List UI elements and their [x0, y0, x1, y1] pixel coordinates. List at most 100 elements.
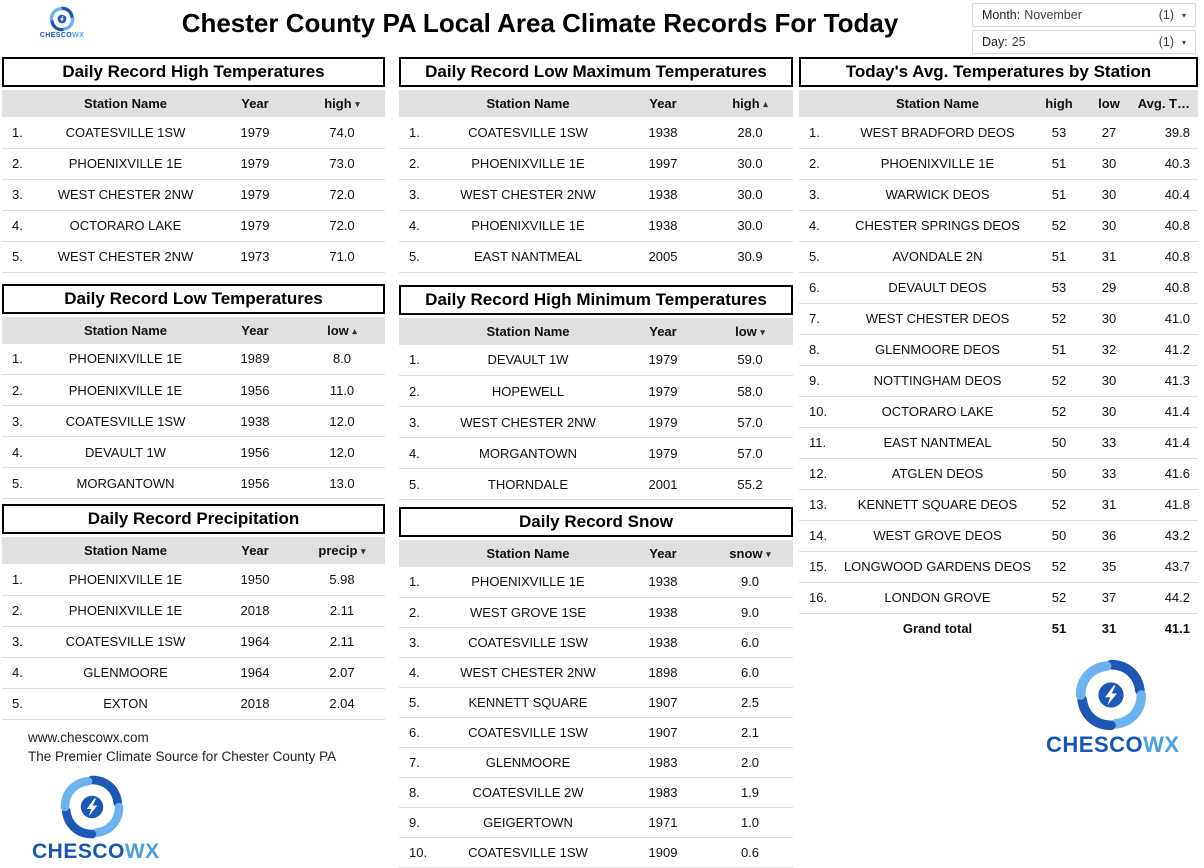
year: 1997 — [619, 148, 707, 180]
column-header-high[interactable]: high ▾ — [299, 90, 385, 117]
table-row: 2. HOPEWELL 1979 58.0 — [399, 375, 793, 407]
table-row: 5. EXTON 2018 2.04 — [2, 688, 385, 720]
column-header-low[interactable]: low ▾ — [707, 317, 793, 345]
month-filter-dropdown[interactable]: Month: November (1) ▾ — [972, 3, 1196, 27]
month-filter-count: (1) — [1158, 8, 1174, 22]
row-number: 3. — [2, 405, 40, 437]
table-title: Daily Record Precipitation — [2, 504, 385, 534]
station-name: COATESVILLE 2W — [437, 777, 619, 808]
day-filter-dropdown[interactable]: Day: 25 (1) ▾ — [972, 30, 1196, 54]
station-name: HOPEWELL — [437, 375, 619, 407]
station-name: AVONDALE 2N — [841, 241, 1034, 273]
avg-temp-value: 44.2 — [1134, 582, 1198, 614]
table-row: 1. PHOENIXVILLE 1E 1989 8.0 — [2, 343, 385, 375]
column-header-high[interactable]: high — [1034, 90, 1084, 117]
low-value: 29 — [1084, 272, 1134, 304]
column-header-station[interactable]: Station Name — [437, 317, 619, 345]
year: 1907 — [619, 687, 707, 718]
station-name: WEST GROVE 1SE — [437, 597, 619, 628]
column-header-year[interactable]: Year — [619, 540, 707, 567]
column-header-station[interactable]: Station Name — [841, 90, 1034, 117]
column-header-precip[interactable]: precip ▾ — [299, 537, 385, 564]
column-header-snow[interactable]: snow ▾ — [707, 540, 793, 567]
high-value: 73.0 — [299, 148, 385, 180]
column-header-year[interactable]: Year — [211, 90, 299, 117]
year: 1938 — [619, 179, 707, 211]
column-header-station[interactable]: Station Name — [40, 537, 211, 564]
high-value: 30.9 — [707, 241, 793, 273]
record-snow-table: Daily Record Snow Station Name Year snow… — [399, 507, 793, 868]
column-header-year[interactable]: Year — [211, 537, 299, 564]
year: 1983 — [619, 777, 707, 808]
tagline: The Premier Climate Source for Chester C… — [28, 748, 337, 764]
table-title: Daily Record Snow — [399, 507, 793, 537]
low-value: 58.0 — [707, 375, 793, 407]
high-value: 50 — [1034, 520, 1084, 552]
chescowx-logo-top: CHESCOWX — [26, 6, 98, 39]
row-number: 1. — [2, 343, 40, 375]
column-header-low[interactable]: low ▴ — [299, 316, 385, 344]
row-number: 2. — [2, 595, 40, 627]
column-header-station[interactable]: Station Name — [40, 90, 211, 117]
year: 1964 — [211, 626, 299, 658]
column-header-station[interactable]: Station Name — [437, 90, 619, 117]
year: 1938 — [619, 627, 707, 658]
column-header-low[interactable]: low — [1084, 90, 1134, 117]
row-number: 14. — [799, 520, 841, 552]
low-value: 30 — [1084, 303, 1134, 335]
record-low-temperatures-table: Daily Record Low Temperatures Station Na… — [2, 283, 385, 499]
high-value: 30.0 — [707, 148, 793, 180]
column-header-station[interactable]: Station Name — [40, 316, 211, 344]
column-header-station[interactable]: Station Name — [437, 540, 619, 567]
row-number: 3. — [2, 626, 40, 658]
year: 1909 — [619, 837, 707, 868]
year: 1938 — [619, 117, 707, 149]
row-number: 1. — [399, 567, 437, 598]
station-name: GLENMOORE — [40, 657, 211, 689]
column-header-blank — [2, 90, 40, 117]
row-number: 10. — [799, 396, 841, 428]
column-header-year[interactable]: Year — [619, 317, 707, 345]
station-name: COATESVILLE 1SW — [437, 117, 619, 149]
year: 2018 — [211, 688, 299, 720]
station-name: PHOENIXVILLE 1E — [437, 148, 619, 180]
avg-temp-value: 41.8 — [1134, 489, 1198, 521]
station-name: EAST NANTMEAL — [841, 427, 1034, 459]
station-name: MORGANTOWN — [437, 437, 619, 469]
row-number: 8. — [799, 334, 841, 366]
row-number: 3. — [799, 179, 841, 211]
table-row: 2. PHOENIXVILLE 1E 1979 73.0 — [2, 148, 385, 180]
table-row: 3. COATESVILLE 1SW 1964 2.11 — [2, 626, 385, 658]
row-number: 5. — [799, 241, 841, 273]
table-row: 4. OCTORARO LAKE 1979 72.0 — [2, 210, 385, 242]
low-value: 57.0 — [707, 437, 793, 469]
column-header-high[interactable]: high ▴ — [707, 90, 793, 117]
row-number: 9. — [799, 365, 841, 397]
low-value: 27 — [1084, 117, 1134, 149]
high-value: 50 — [1034, 427, 1084, 459]
table-row: 12. ATGLEN DEOS 50 33 41.6 — [799, 458, 1198, 490]
column-header-avg-temp[interactable]: Avg. T… — [1134, 90, 1198, 117]
precip-value: 2.11 — [299, 595, 385, 627]
table-title: Today's Avg. Temperatures by Station — [799, 57, 1198, 87]
column-header-year[interactable]: Year — [211, 316, 299, 344]
year: 1907 — [619, 717, 707, 748]
station-name: CHESTER SPRINGS DEOS — [841, 210, 1034, 242]
year: 1938 — [211, 405, 299, 437]
low-value: 31 — [1084, 241, 1134, 273]
year: 1973 — [211, 241, 299, 273]
row-number: 2. — [399, 597, 437, 628]
station-name: PHOENIXVILLE 1E — [40, 148, 211, 180]
station-name: WEST GROVE DEOS — [841, 520, 1034, 552]
column-header-year[interactable]: Year — [619, 90, 707, 117]
year: 1971 — [619, 807, 707, 838]
station-name: WEST CHESTER 2NW — [437, 657, 619, 688]
row-number: 5. — [399, 687, 437, 718]
month-filter-value: November — [1024, 8, 1082, 22]
snow-value: 9.0 — [707, 597, 793, 628]
year: 1979 — [211, 179, 299, 211]
table-row: 1. PHOENIXVILLE 1E 1938 9.0 — [399, 567, 793, 598]
low-value: 30 — [1084, 148, 1134, 180]
row-number: 10. — [399, 837, 437, 868]
row-number: 2. — [799, 148, 841, 180]
